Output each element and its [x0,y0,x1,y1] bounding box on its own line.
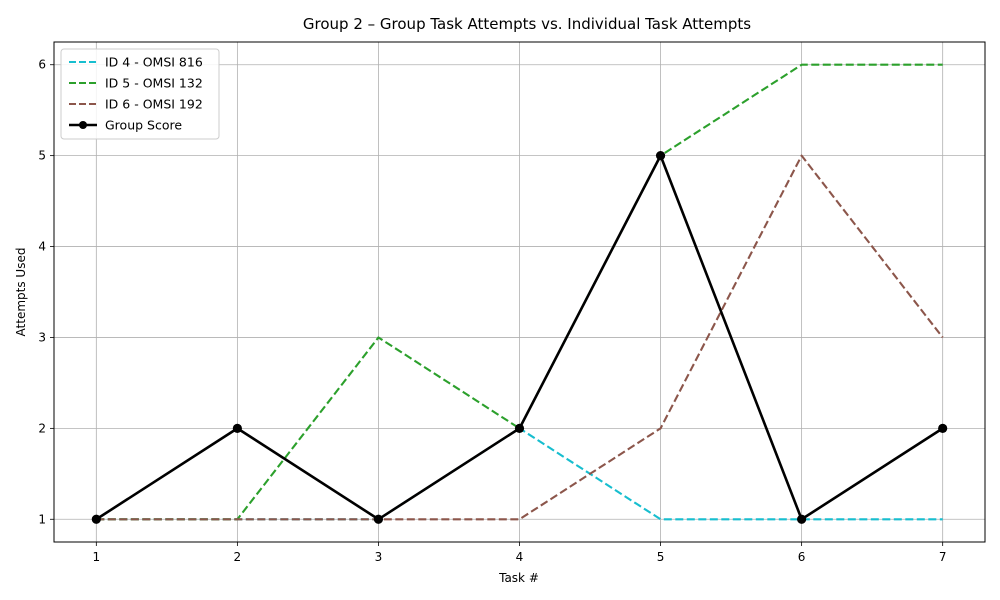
legend-box [60,48,220,140]
y-tick-label: 6 [38,58,46,72]
x-tick-label: 3 [375,550,383,564]
series-id-6-omsi-192 [96,154,944,521]
y-tick-label: 3 [38,330,46,344]
legend-item: ID 4 - OMSI 816 [69,55,203,70]
legend-marker [79,121,87,129]
legend-label: ID 5 - OMSI 132 [105,76,203,91]
x-tick-label: 2 [234,550,242,564]
legend-item: ID 5 - OMSI 132 [69,76,203,91]
legend-item: ID 6 - OMSI 192 [69,97,203,112]
legend-item: Group Score [69,118,182,133]
y-tick-label: 4 [38,240,46,254]
y-tick-label: 1 [38,512,46,526]
data-point [373,514,384,524]
data-point [232,423,242,433]
series-group-score [91,151,948,524]
y-axis: 1 2 3 4 5 6 [38,58,54,526]
legend-label: ID 4 - OMSI 816 [105,55,203,70]
data-point [514,423,525,433]
legend-label: Group Score [105,118,182,133]
series-line-id-6-omsi-192 [96,154,944,521]
x-tick-label: 6 [798,550,806,564]
x-tick-label: 1 [92,550,100,564]
series-layer [91,63,948,524]
x-tick-label: 4 [516,550,524,564]
chart-title: Group 2 – Group Task Attempts vs. Indivi… [303,15,751,33]
data-point [91,514,101,524]
legend: ID 4 - OMSI 816 ID 5 - OMSI 132 ID 6 - OMS… [60,48,220,140]
x-axis-label: Task # [498,571,539,585]
y-tick-label: 2 [38,421,46,435]
y-axis-label: Attempts Used [14,248,28,337]
y-tick-label: 5 [38,149,46,163]
x-tick-label: 7 [939,550,947,564]
data-point [797,514,807,524]
data-point [938,423,948,433]
data-point [655,151,666,161]
x-tick-label: 5 [657,550,665,564]
legend-label: ID 6 - OMSI 192 [105,97,203,112]
x-axis: 1 2 3 4 5 6 7 [92,542,947,564]
